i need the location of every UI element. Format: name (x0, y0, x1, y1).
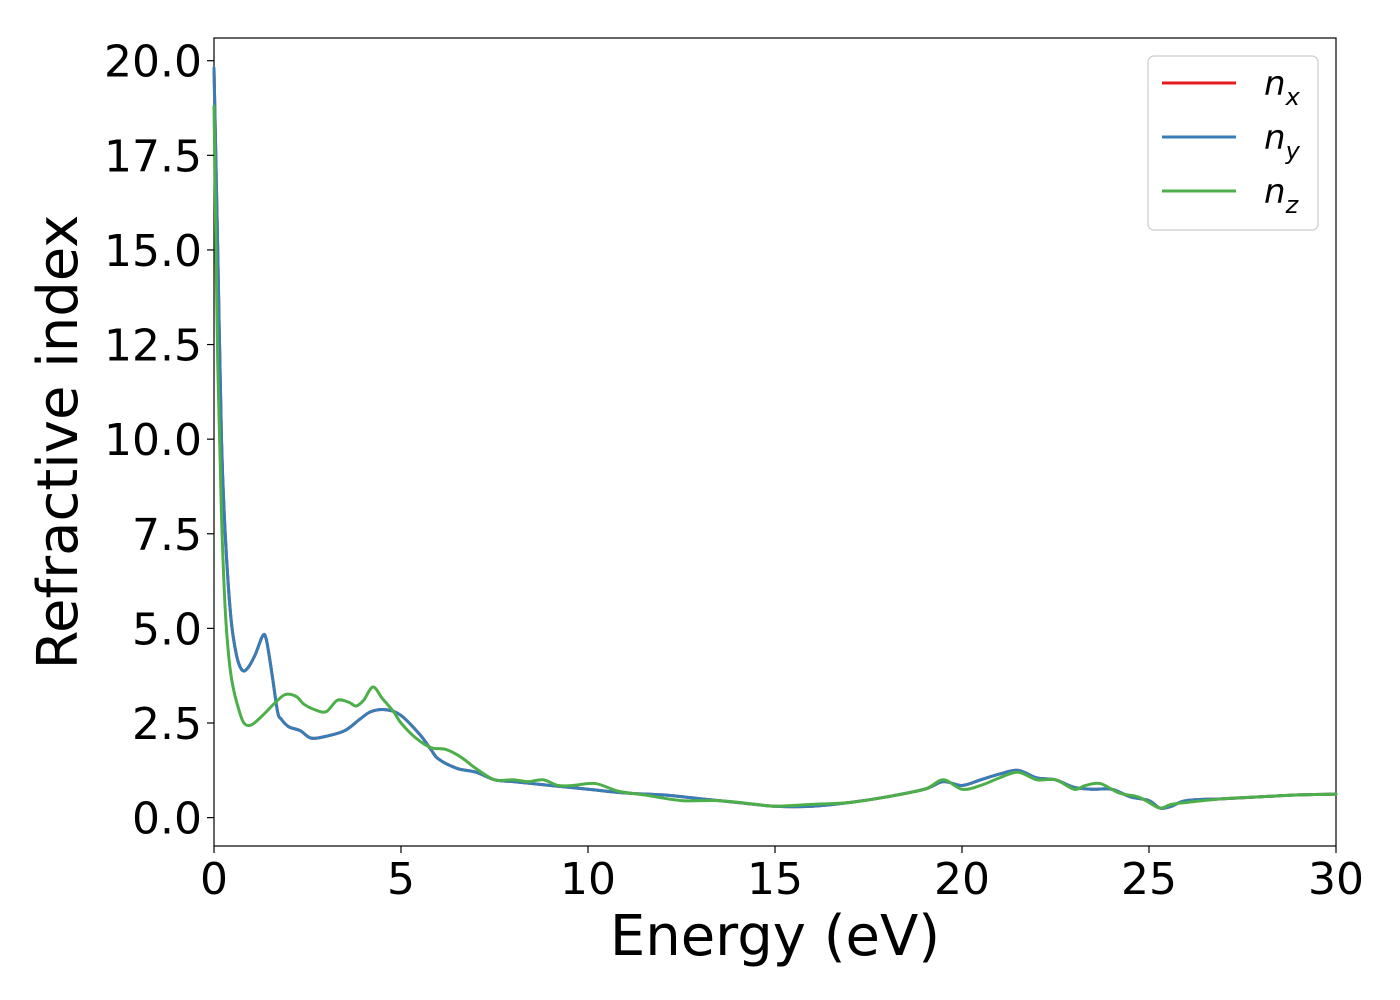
x-tick-label: 30 (1308, 854, 1364, 905)
legend-label-base: n (1264, 118, 1286, 158)
y-tick-label: 12.5 (104, 321, 202, 372)
y-tick-label: 0.0 (132, 794, 202, 845)
y-tick-label: 20.0 (104, 37, 202, 88)
x-tick-label: 0 (200, 854, 228, 905)
legend-label-subscript: z (1285, 191, 1300, 219)
legend-label-y: ny (1264, 118, 1301, 165)
y-axis-ticks: 0.0 2.5 5.0 7.5 10.0 12.5 15.0 17.5 20.0 (104, 37, 214, 845)
y-tick-label: 7.5 (132, 510, 202, 561)
y-tick-label: 15.0 (104, 226, 202, 277)
series-line-y (212, 66, 1338, 810)
legend-label-subscript: y (1285, 137, 1301, 165)
x-tick-label: 15 (747, 854, 803, 905)
legend-label-x: nx (1264, 64, 1301, 111)
x-axis-title: Energy (eV) (610, 904, 940, 969)
y-tick-label: 17.5 (104, 131, 202, 182)
legend-box (1147, 55, 1319, 231)
legend-label-subscript: x (1285, 83, 1301, 111)
legend-label-base: n (1264, 172, 1286, 212)
series-layer (212, 66, 1338, 810)
legend-label-base: n (1264, 64, 1286, 104)
y-tick-label: 5.0 (132, 604, 202, 655)
x-tick-label: 5 (387, 854, 415, 905)
x-tick-label: 25 (1121, 854, 1177, 905)
y-axis-title: Refractive index (26, 215, 91, 670)
x-tick-label: 10 (560, 854, 616, 905)
x-tick-label: 20 (934, 854, 990, 905)
legend-label-z: nz (1264, 172, 1300, 219)
y-tick-label: 2.5 (132, 699, 202, 750)
series-line-z (212, 104, 1338, 810)
y-tick-label: 10.0 (104, 415, 202, 466)
x-axis-ticks: 0 5 10 15 20 25 30 (200, 846, 1364, 905)
